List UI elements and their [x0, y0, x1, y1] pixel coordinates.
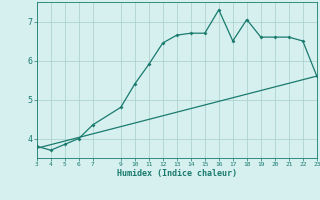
X-axis label: Humidex (Indice chaleur): Humidex (Indice chaleur): [117, 169, 237, 178]
